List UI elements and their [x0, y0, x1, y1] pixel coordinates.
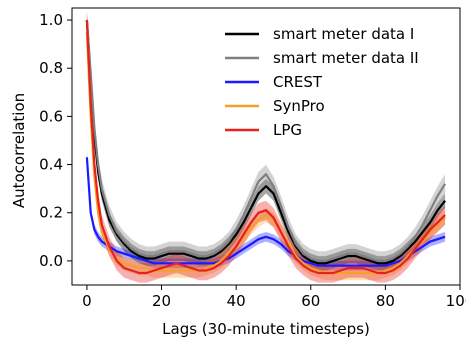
y-axis: 0.0 0.2 0.4 0.6 0.8 1.0 [39, 11, 72, 270]
legend-label-2: smart meter data II [273, 49, 419, 67]
y-tick-label: 0.4 [39, 156, 63, 174]
y-tick-label: 0.2 [39, 204, 63, 222]
series-lines [85, 19, 447, 275]
y-tick-label: 1.0 [39, 11, 63, 29]
y-axis-title: Autocorrelation [10, 93, 28, 208]
x-axis: 0 20 40 60 80 100 [82, 285, 466, 310]
legend: smart meter data I smart meter data II CRE… [225, 25, 419, 139]
legend-label-3: CREST [273, 73, 323, 91]
series-band-3 [86, 152, 446, 271]
legend-label-4: SynPro [273, 97, 325, 115]
legend-label-5: LPG [273, 121, 302, 139]
series-line-4 [85, 32, 446, 275]
y-tick-label: 0.0 [39, 252, 63, 270]
y-tick-label: 0.6 [39, 107, 63, 125]
x-tick-label: 60 [301, 292, 320, 310]
series-line-1 [85, 19, 446, 265]
series-line-2 [85, 19, 447, 262]
plot-frame [71, 7, 461, 286]
x-tick-label: 20 [152, 292, 171, 310]
legend-label-1: smart meter data I [273, 25, 414, 43]
series-line-3 [85, 157, 446, 267]
x-tick-label: 80 [376, 292, 395, 310]
x-axis-title: Lags (30-minute timesteps) [162, 320, 370, 338]
x-tick-label: 0 [82, 292, 92, 310]
y-tick-label: 0.8 [39, 59, 63, 77]
series-line-5 [85, 19, 446, 275]
x-tick-label: 100 [446, 292, 466, 310]
x-tick-label: 40 [227, 292, 246, 310]
